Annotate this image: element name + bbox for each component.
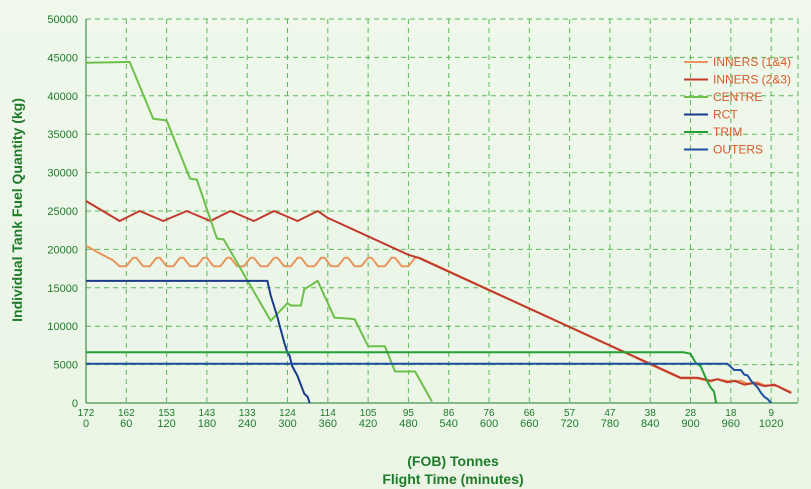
x-tick-label: 720 <box>560 418 578 430</box>
y-tick-label: 35000 <box>47 129 78 141</box>
fob-tick-label: 162 <box>118 408 135 419</box>
fob-tick-label: 9 <box>768 408 774 419</box>
series-line-centre <box>85 61 433 402</box>
fob-tick-label: 95 <box>403 408 415 419</box>
y-axis-label: Individual Tank Fuel Quantity (kg) <box>9 98 25 322</box>
fob-tick-label: 47 <box>604 408 616 419</box>
fob-tick-label: 38 <box>645 408 657 419</box>
fob-tick-label: 143 <box>199 408 216 419</box>
x-tick-label: 0 <box>83 418 89 430</box>
fob-tick-label: 66 <box>524 408 536 419</box>
series-lines <box>85 61 792 404</box>
tick-labels: 0 5000 10000 15000 20000 25000 30000 35000 40000… <box>47 14 783 430</box>
x-axis-label-fob: (FOB) Tonnes <box>407 453 499 469</box>
series-line-outers <box>86 362 772 404</box>
legend-label: TRIM <box>713 125 742 139</box>
x-tick-label: 240 <box>238 418 256 430</box>
x-axis-label-time: Flight Time (minutes) <box>382 471 523 487</box>
legend-label: OUTERS <box>713 143 763 157</box>
x-tick-label: 960 <box>722 418 740 430</box>
y-tick-label: 30000 <box>47 168 78 180</box>
y-tick-label: 15000 <box>47 283 78 295</box>
x-tick-label: 1020 <box>759 418 783 430</box>
x-tick-label: 780 <box>601 418 619 430</box>
y-tick-label: 5000 <box>54 360 78 372</box>
fob-tick-label: 105 <box>360 408 377 419</box>
fob-tick-label: 124 <box>279 408 296 419</box>
fob-tick-label: 76 <box>483 408 495 419</box>
x-tick-label: 120 <box>157 418 175 430</box>
y-tick-label: 20000 <box>47 244 78 256</box>
legend: INNERS (1&4) INNERS (2&3) CENTRE RCT TRIM OUT… <box>684 55 791 157</box>
legend-label: RCT <box>713 108 738 122</box>
series-line-trim <box>86 351 718 404</box>
x-tick-label: 900 <box>681 418 699 430</box>
y-tick-label: 10000 <box>47 321 78 333</box>
y-tick-label: 0 <box>72 398 78 410</box>
legend-label: CENTRE <box>713 90 762 104</box>
y-tick-label: 40000 <box>47 91 78 103</box>
fob-tick-label: 18 <box>725 408 737 419</box>
grid-lines <box>86 18 799 403</box>
x-tick-label: 60 <box>120 418 132 430</box>
y-tick-label: 45000 <box>47 52 78 64</box>
fob-tick-label: 153 <box>158 408 175 419</box>
x-tick-label: 840 <box>641 418 659 430</box>
y-tick-label: 50000 <box>47 14 78 26</box>
axes <box>85 19 798 404</box>
series-line-rct <box>86 279 311 404</box>
series-line-inners-2-3 <box>85 200 792 394</box>
x-tick-label: 660 <box>520 418 538 430</box>
legend-label: INNERS (1&4) <box>713 55 791 69</box>
x-tick-label: 480 <box>399 418 417 430</box>
x-tick-label: 420 <box>359 418 377 430</box>
fob-tick-label: 86 <box>443 408 455 419</box>
fob-tick-label: 57 <box>564 408 576 419</box>
fob-tick-label: 172 <box>78 408 95 419</box>
fob-tick-label: 114 <box>320 408 336 419</box>
x-tick-label: 540 <box>440 418 458 430</box>
y-tick-label: 25000 <box>47 206 78 218</box>
x-tick-label: 300 <box>278 418 296 430</box>
fob-tick-label: 133 <box>239 408 256 419</box>
x-tick-label: 180 <box>198 418 216 430</box>
legend-label: INNERS (2&3) <box>713 73 791 87</box>
fob-tick-label: 28 <box>685 408 697 419</box>
x-tick-label: 600 <box>480 418 498 430</box>
x-tick-label: 360 <box>319 418 337 430</box>
